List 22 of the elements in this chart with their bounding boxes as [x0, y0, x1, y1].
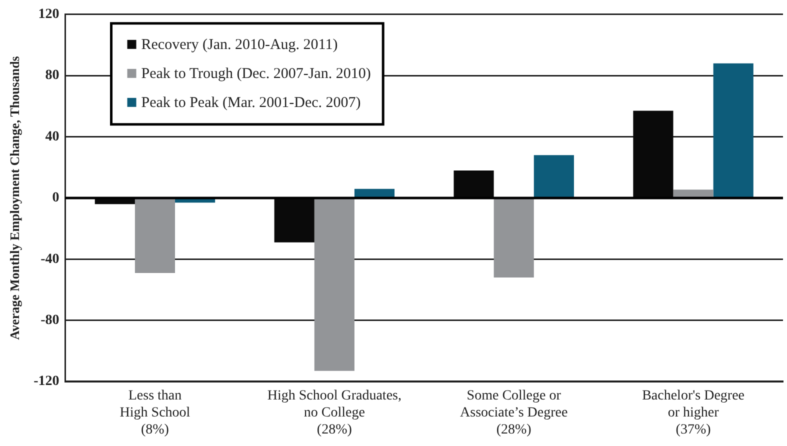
bar: [534, 155, 574, 198]
y-tick-label: -120: [34, 374, 60, 390]
x-tick-label: High School Graduates, no College (28%): [267, 388, 402, 438]
bar: [713, 63, 754, 198]
y-tick-label: -80: [40, 313, 60, 328]
x-tick-label: Some College or Associate’s Degree (28%): [460, 388, 568, 438]
y-tick-label: 120: [38, 7, 60, 22]
legend-label: Recovery (Jan. 2010-Aug. 2011): [141, 36, 338, 53]
legend-label: Peak to Peak (Mar. 2001-Dec. 2007): [141, 94, 361, 111]
legend-label: Peak to Trough (Dec. 2007-Jan. 2010): [141, 66, 371, 82]
x-tick-label: Bachelor's Degree or higher (37%): [642, 388, 744, 438]
x-tick-label: Less than High School (8%): [120, 388, 190, 438]
y-tick-label: -40: [40, 252, 60, 267]
y-tick-label: 0: [52, 190, 60, 206]
bar: [134, 198, 176, 273]
y-tick-label: 80: [45, 68, 60, 84]
bar: [354, 188, 395, 198]
y-tick-label: 40: [45, 129, 60, 144]
bar: [314, 198, 354, 371]
bar: [494, 198, 534, 278]
bar: [673, 190, 714, 198]
y-axis-title: Average Monthly Employment Change, Thousands: [7, 56, 22, 340]
